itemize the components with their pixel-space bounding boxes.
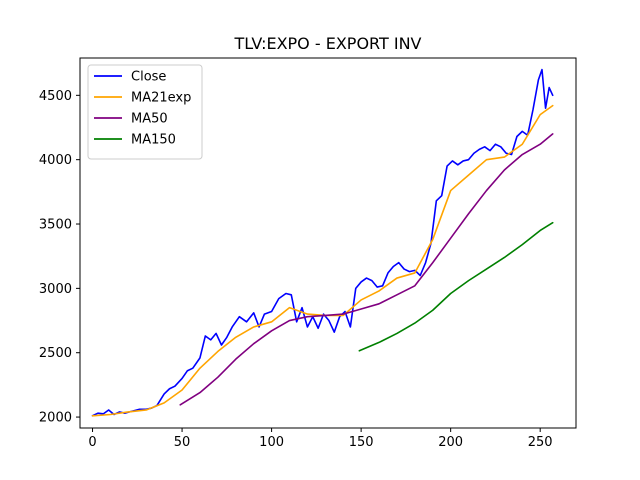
y-tick-label: 3500 [39,218,72,233]
y-axis: 2000 2500 3000 3500 4000 4500 [39,89,80,426]
legend-label-close: Close [131,70,166,85]
x-tick-label: 150 [349,435,374,450]
legend: Close MA21exp MA50 MA150 [87,64,203,160]
y-tick-label: 2500 [39,346,72,361]
x-tick-label: 50 [174,435,191,450]
legend-label-ma150: MA150 [131,133,176,148]
series-line-close [91,68,554,417]
series-line-ma50 [179,133,554,406]
legend-label-ma21exp: MA21exp [131,91,191,106]
x-tick-label: 200 [438,435,463,450]
y-tick-label: 4500 [39,89,72,104]
plot-frame [79,57,577,429]
y-tick-label: 3000 [39,282,72,297]
series-line-ma150 [358,221,554,352]
x-tick-label: 100 [259,435,284,450]
series-layer [91,68,554,417]
legend-box [87,64,203,160]
x-tick-label: 0 [88,435,96,450]
y-tick-label: 2000 [39,411,72,426]
x-tick-label: 250 [528,435,553,450]
legend-label-ma50: MA50 [131,112,168,127]
y-tick-label: 4000 [39,153,72,168]
x-axis: 0 50 100 150 200 250 [88,428,553,450]
chart-title: TLV:EXPO - EXPORT INV [234,34,422,53]
